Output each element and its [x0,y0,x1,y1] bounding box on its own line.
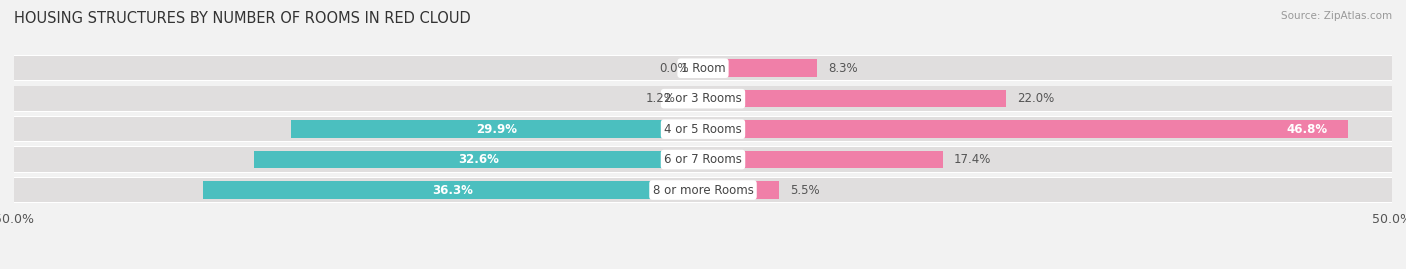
Text: 2 or 3 Rooms: 2 or 3 Rooms [664,92,742,105]
Text: 1 Room: 1 Room [681,62,725,75]
Bar [14,116,1392,142]
Text: 8 or more Rooms: 8 or more Rooms [652,183,754,197]
Text: 32.6%: 32.6% [458,153,499,166]
Text: 22.0%: 22.0% [1017,92,1054,105]
Text: 1.2%: 1.2% [645,92,675,105]
Bar [14,178,1392,202]
Text: 36.3%: 36.3% [433,183,474,197]
Text: 17.4%: 17.4% [953,153,991,166]
Bar [14,117,1392,141]
Bar [14,147,1392,173]
Text: 8.3%: 8.3% [828,62,858,75]
Text: 4 or 5 Rooms: 4 or 5 Rooms [664,123,742,136]
Bar [202,181,703,199]
Bar [14,177,1392,203]
Text: 29.9%: 29.9% [477,123,517,136]
Bar [703,181,779,199]
Bar [14,87,1392,111]
Bar [254,151,703,168]
Bar [703,120,1348,138]
Bar [703,90,1007,108]
Bar [291,120,703,138]
Bar [686,90,703,108]
Text: 46.8%: 46.8% [1286,123,1327,136]
Text: Source: ZipAtlas.com: Source: ZipAtlas.com [1281,11,1392,21]
Bar [14,56,1392,80]
Bar [703,59,817,77]
Text: HOUSING STRUCTURES BY NUMBER OF ROOMS IN RED CLOUD: HOUSING STRUCTURES BY NUMBER OF ROOMS IN… [14,11,471,26]
Bar [703,151,943,168]
Bar [14,147,1392,172]
Bar [14,55,1392,81]
Text: 6 or 7 Rooms: 6 or 7 Rooms [664,153,742,166]
Text: 5.5%: 5.5% [790,183,820,197]
Bar [14,86,1392,112]
Text: 0.0%: 0.0% [659,62,689,75]
